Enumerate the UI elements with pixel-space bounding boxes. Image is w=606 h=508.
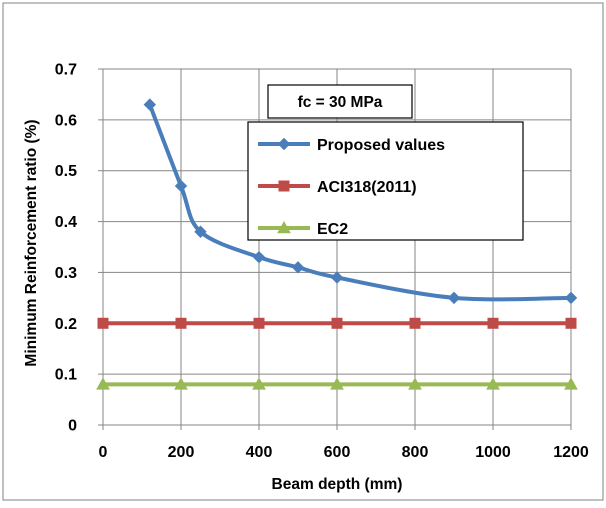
y-tick-label: 0.5	[55, 163, 77, 180]
data-point	[330, 377, 344, 390]
series-2	[97, 317, 577, 329]
data-point	[252, 250, 266, 264]
y-tick-label: 0.2	[55, 316, 77, 333]
y-tick-label: 0	[68, 418, 77, 435]
annotation-text: fc = 30 MPa	[298, 94, 383, 111]
data-point	[330, 271, 344, 284]
data-point	[409, 317, 421, 329]
legend-entry: Proposed values	[258, 137, 445, 154]
data-point	[331, 317, 343, 329]
data-point	[194, 225, 207, 238]
data-point	[486, 377, 500, 390]
x-tick-label: 800	[402, 444, 429, 461]
legend-swatch-marker	[277, 137, 291, 151]
data-point	[253, 317, 265, 329]
y-tick-label: 0.3	[55, 265, 77, 282]
y-axis-title: Minimum Reinforcement ratio (%)	[23, 119, 40, 366]
x-tick-label: 200	[168, 444, 195, 461]
y-tick-label: 0.7	[55, 62, 77, 79]
annotation-box: fc = 30 MPa	[267, 84, 413, 119]
axes: 0 0.1 0.2 0.3 0.4 0.5 0.6 0.7 0 200 400 600 800 1000 1…	[55, 62, 589, 462]
data-point	[252, 377, 266, 390]
legend-label: Proposed values	[317, 137, 445, 154]
legend-entry: EC2	[258, 220, 348, 238]
data-point	[487, 317, 499, 329]
series-3	[96, 377, 578, 390]
y-tick-label: 0.4	[55, 214, 77, 231]
data-point	[408, 377, 422, 390]
legend-swatch-marker	[278, 180, 290, 192]
legend-label: ACI318(2011)	[317, 179, 417, 196]
data-point	[447, 291, 461, 305]
legend: Proposed values ACI318(2011) EC2	[247, 121, 524, 241]
data-point	[564, 377, 578, 390]
data-point	[174, 377, 188, 390]
legend-label: EC2	[317, 221, 348, 238]
x-tick-label: 1000	[475, 444, 511, 461]
data-point	[175, 317, 187, 329]
y-tick-label: 0.6	[55, 112, 77, 129]
series-group	[96, 98, 578, 390]
data-point	[174, 179, 188, 193]
data-point	[97, 317, 109, 329]
legend-entry: ACI318(2011)	[258, 179, 417, 196]
data-point	[291, 261, 305, 274]
x-tick-label: 1200	[553, 444, 589, 461]
data-point	[96, 377, 110, 390]
x-axis-title: Beam depth (mm)	[272, 476, 403, 493]
data-point	[143, 98, 157, 111]
x-tick-label: 0	[99, 444, 108, 461]
series-1	[143, 98, 578, 305]
data-point	[565, 317, 577, 329]
x-tick-label: 600	[324, 444, 351, 461]
data-point	[564, 291, 578, 305]
y-tick-label: 0.1	[55, 367, 77, 384]
x-tick-label: 400	[246, 444, 273, 461]
legend-box	[247, 121, 524, 241]
legend-swatch-marker	[277, 220, 291, 234]
